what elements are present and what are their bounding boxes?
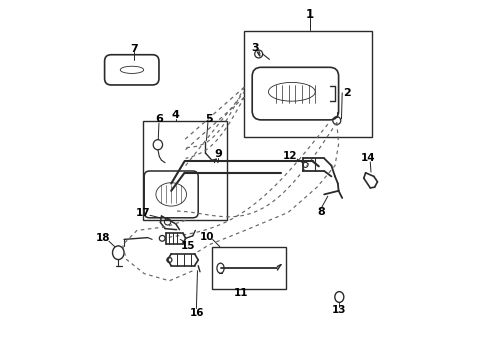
Text: 2: 2 [343,88,350,98]
Text: 5: 5 [205,114,213,124]
Bar [144,121,227,220]
Text: 3: 3 [251,42,259,53]
Text: 13: 13 [332,305,346,315]
Text: 11: 11 [233,288,248,298]
Text: 10: 10 [199,232,214,242]
Text: 1: 1 [306,8,314,21]
Text: 12: 12 [283,150,297,161]
Text: 18: 18 [96,233,110,243]
Text: 16: 16 [190,308,205,318]
Text: 17: 17 [136,208,151,218]
Text: 8: 8 [318,207,325,217]
Text: 6: 6 [155,114,163,124]
Bar [245,31,372,137]
Bar [212,247,286,289]
Text: 14: 14 [361,153,375,163]
Text: 9: 9 [214,149,222,159]
Text: 7: 7 [130,44,138,54]
Text: 15: 15 [181,240,196,251]
Text: 4: 4 [172,110,180,120]
